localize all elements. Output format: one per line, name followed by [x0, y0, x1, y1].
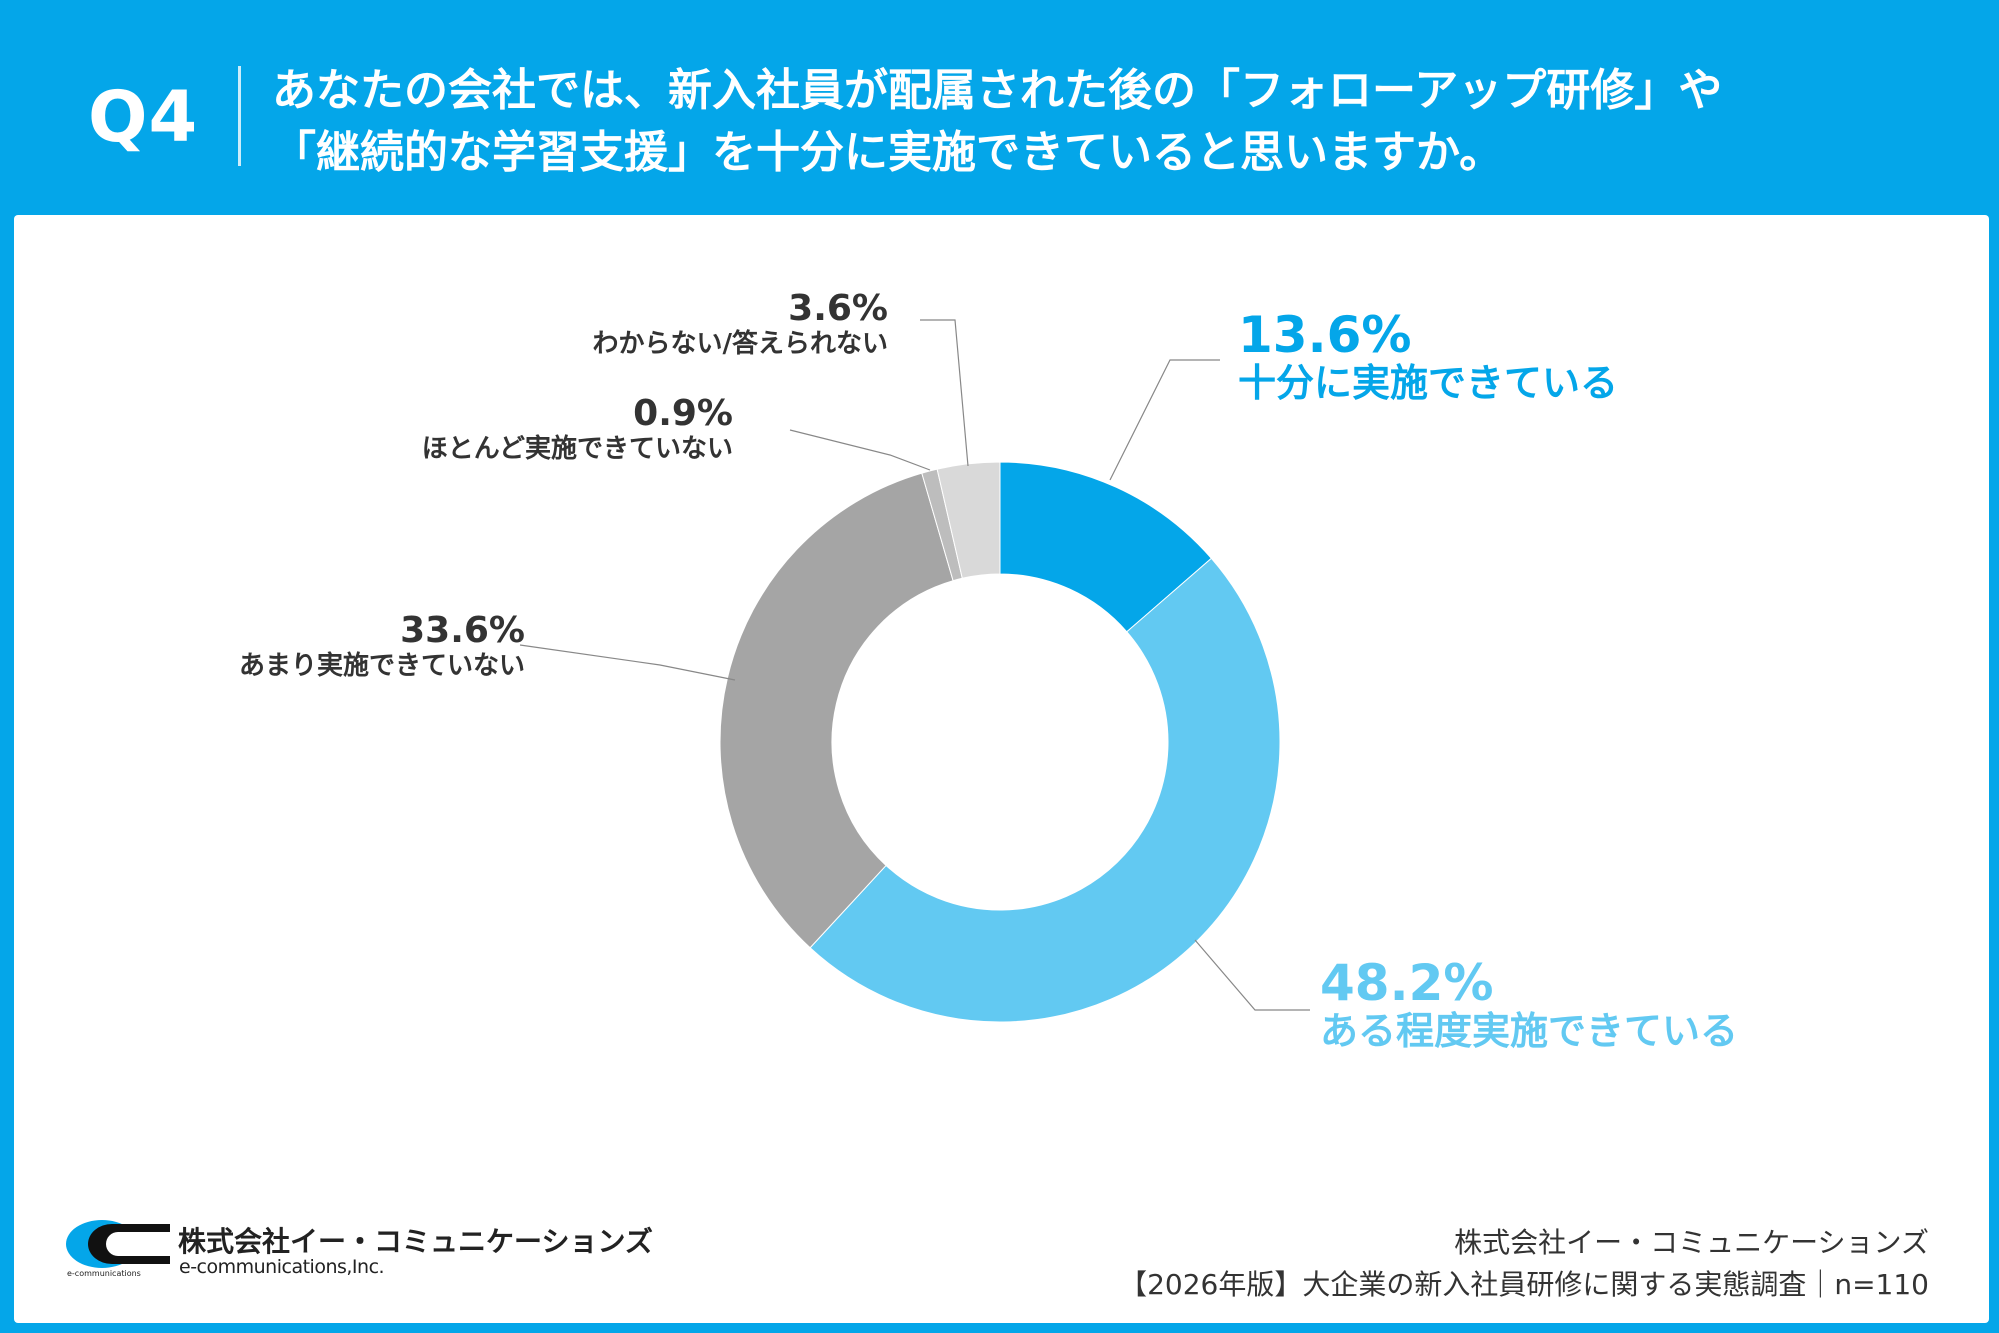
slice-category-label-3: あまり実施できていない — [239, 650, 525, 681]
slice-category-label-2: ある程度実施できている — [1320, 1009, 1738, 1053]
donut-slice-5 — [936, 461, 1001, 579]
slice-category-label-5: わからない/答えられない — [593, 328, 889, 359]
source-survey: 【2026年版】大企業の新入社員研修に関する実態調査｜n=110 — [1119, 1268, 1929, 1301]
slice-value-label-3: 33.6% — [400, 610, 525, 651]
question-header: Q4 あなたの会社では、新入社員が配属された後の「フォローアップ研修」や 「継続… — [0, 0, 1999, 215]
question-line-2: 「継続的な学習支援」を十分に実施できていると思いますか。 — [272, 127, 1504, 178]
question-text: あなたの会社では、新入社員が配属された後の「フォローアップ研修」や 「継続的な学… — [272, 60, 1932, 184]
source-company: 株式会社イー・コミュニケーションズ — [1454, 1226, 1929, 1259]
logo-company-en: e-communications,Inc. — [179, 1256, 385, 1278]
leader-line-4 — [789, 429, 931, 471]
slice-category-label-4: ほとんど実施できていない — [422, 433, 733, 464]
header-divider — [238, 66, 241, 166]
logo-mark-icon — [66, 1220, 170, 1268]
leader-line-5 — [920, 319, 969, 467]
slice-value-label-4: 0.9% — [633, 393, 733, 434]
slice-value-label-1: 13.6% — [1238, 306, 1411, 364]
logo-tiny-text: e-communications — [67, 1269, 141, 1278]
slice-category-label-1: 十分に実施できている — [1238, 361, 1618, 405]
leader-line-3 — [519, 644, 736, 681]
slice-value-label-5: 3.6% — [788, 288, 888, 329]
question-line-1: あなたの会社では、新入社員が配属された後の「フォローアップ研修」や — [272, 65, 1723, 116]
chart-card — [14, 215, 1989, 1323]
logo-company-jp: 株式会社イー・コミュニケーションズ — [178, 1225, 653, 1258]
company-logo: 株式会社イー・コミュニケーションズ e-communications,Inc. … — [66, 1210, 653, 1280]
source-note: 株式会社イー・コミュニケーションズ 【2026年版】大企業の新入社員研修に関する… — [1119, 1222, 1929, 1306]
question-number: Q4 — [88, 76, 199, 158]
donut-slice-2 — [809, 557, 1281, 1023]
slice-value-label-2: 48.2% — [1320, 954, 1493, 1012]
leader-line-2 — [1194, 939, 1310, 1011]
leader-line-1 — [1109, 359, 1220, 481]
donut-slice-3 — [719, 472, 954, 949]
